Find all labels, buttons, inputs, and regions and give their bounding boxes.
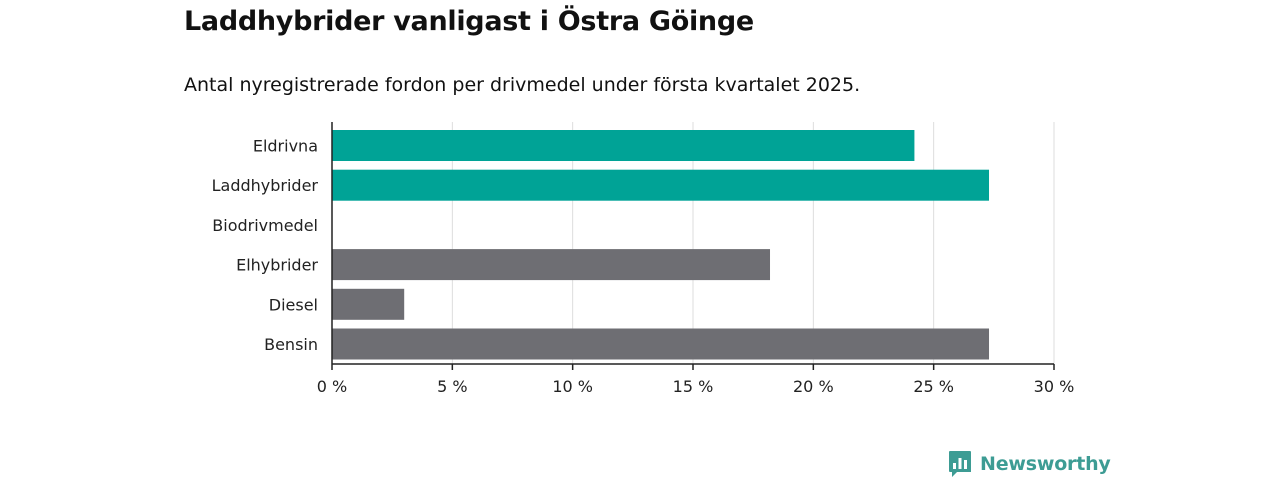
bar-diesel	[332, 288, 405, 320]
category-labels: Eldrivna Laddhybrider Biodrivmedel Elhybrid…	[212, 137, 319, 355]
x-tick-label: 20 %	[793, 377, 834, 396]
category-label: Elhybrider	[236, 256, 318, 275]
x-axis: 0 % 5 % 10 % 15 % 20 % 25 % 30 %	[317, 122, 1075, 396]
x-tick-label: 0 %	[317, 377, 347, 396]
category-label: Laddhybrider	[212, 176, 319, 195]
newsworthy-chart-icon	[949, 451, 971, 477]
newsworthy-logo: Newsworthy	[948, 450, 1111, 478]
x-tick-label: 5 %	[437, 377, 467, 396]
bar-laddhybrider	[332, 169, 990, 201]
bar-eldrivna	[332, 130, 915, 161]
chart-subtitle: Antal nyregistrerade fordon per drivmede…	[184, 74, 861, 96]
logo-text: Newsworthy	[980, 453, 1111, 475]
x-tick-label: 15 %	[673, 377, 714, 396]
bar-elhybrider	[332, 249, 771, 281]
category-label: Eldrivna	[253, 137, 318, 156]
chart-title: Laddhybrider vanligast i Östra Göinge	[184, 6, 754, 37]
category-label: Diesel	[269, 295, 318, 314]
bar-bensin	[332, 328, 990, 360]
x-tick-label: 10 %	[552, 377, 593, 396]
bar-chart: 0 % 5 % 10 % 15 % 20 % 25 % 30 % Eldrivna Laddh…	[212, 122, 1075, 396]
category-label: Biodrivmedel	[212, 216, 318, 235]
bars	[332, 130, 990, 360]
grid-lines	[451, 122, 1055, 364]
x-tick-label: 30 %	[1034, 377, 1075, 396]
x-tick-label: 25 %	[913, 377, 954, 396]
category-label: Bensin	[264, 335, 318, 354]
